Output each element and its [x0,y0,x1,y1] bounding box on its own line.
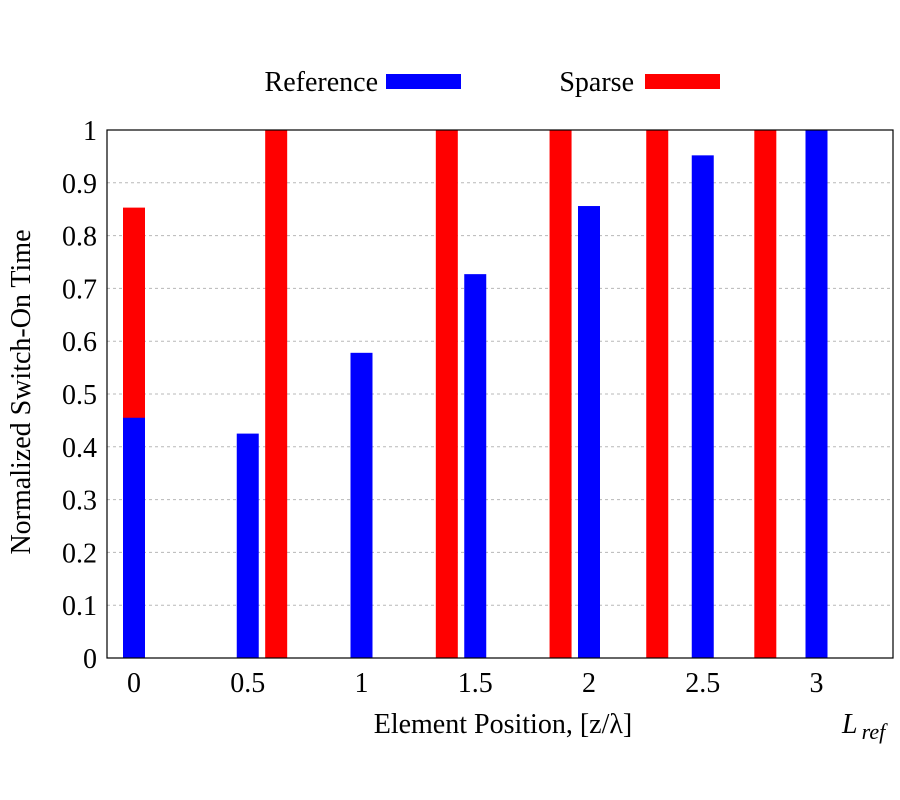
sparse-bar [646,130,669,658]
sparse-bar [549,130,572,658]
sparse-bar [754,130,777,658]
y-tick-label: 0.6 [62,327,97,358]
x-tick-label: 0 [127,668,141,699]
x-extra-label-sub: ref [862,719,889,744]
x-axis-ticks: 00.511.522.533.544.555.566.5 [127,668,824,699]
legend-swatch-sparse [645,74,720,89]
reference-bar [236,433,259,658]
reference-bar [350,352,373,658]
y-tick-label: 0.4 [62,433,97,464]
y-tick-label: 0.1 [62,591,97,622]
bars [123,130,828,659]
y-tick-label: 0 [83,644,97,675]
reference-bar [805,130,828,658]
reference-bar [578,206,600,659]
reference-bar [691,155,714,658]
sparse-bar [265,130,288,658]
x-tick-label: 3 [810,668,824,699]
reference-bar [123,417,145,658]
y-tick-label: 0.2 [62,538,97,569]
x-tick-label: 0.5 [230,668,265,699]
reference-bar [464,274,487,658]
legend: Reference Sparse [265,67,720,98]
plot-frame [106,129,894,659]
y-tick-label: 0.9 [62,169,97,200]
legend-label-sparse: Sparse [559,67,634,98]
y-tick-label: 0.7 [62,274,97,305]
y-axis-ticks: 0 0.1 0.2 0.3 0.4 0.5 0.6 0.7 0.8 0.9 1 [62,116,97,675]
x-axis-label: Element Position, [z/λ] [374,709,633,740]
x-tick-label: 2 [582,668,596,699]
x-tick-label: 1.5 [458,668,493,699]
y-axis-label: Normalized Switch-On Time [6,229,37,554]
legend-label-reference: Reference [265,67,378,98]
y-tick-label: 0.8 [62,222,97,253]
legend-swatch-reference [386,74,461,89]
x-extra-label-main: L [841,709,858,740]
y-tick-label: 0.3 [62,486,97,517]
x-tick-label: 2.5 [685,668,720,699]
sparse-bar [435,130,458,658]
y-tick-label: 1 [83,116,97,147]
x-tick-label: 1 [355,668,369,699]
y-tick-label: 0.5 [62,380,97,411]
